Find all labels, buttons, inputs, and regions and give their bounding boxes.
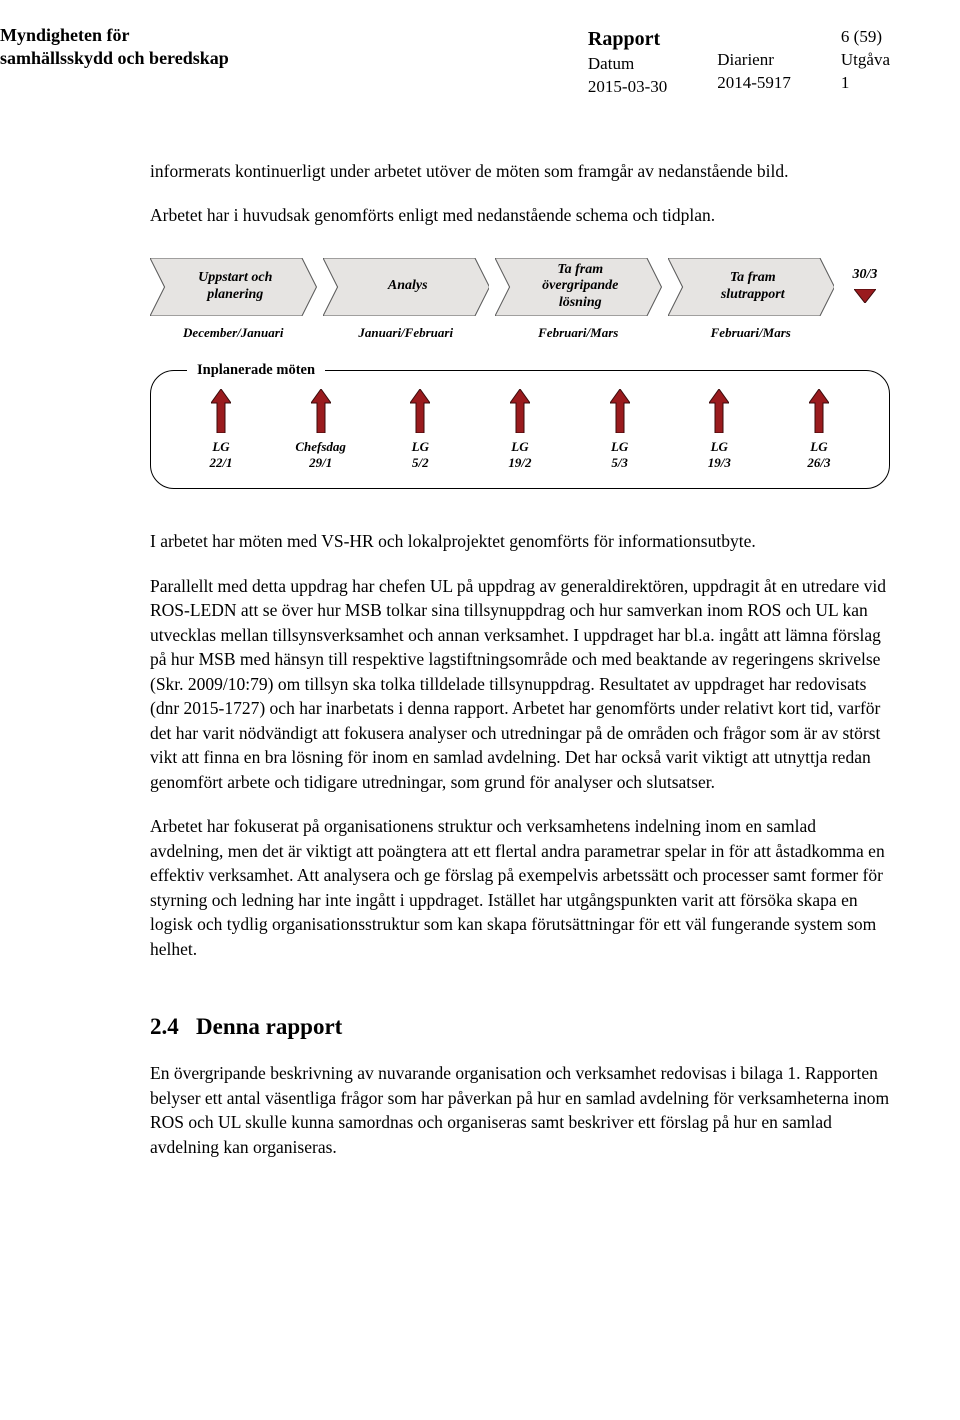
meetings-box: Inplanerade möten LG22/1 Chefsdag29/1 LG… <box>150 370 890 489</box>
phase-label: Ta framövergripandelösning <box>532 262 624 312</box>
date-value: 2015-03-30 <box>588 76 667 99</box>
org-name: Myndigheten för samhällsskydd och bereds… <box>0 24 229 69</box>
org-line1: Myndigheten för <box>0 24 229 47</box>
meeting-label: Chefsdag29/1 <box>295 439 346 470</box>
meeting-5: LG19/3 <box>689 389 749 470</box>
page-header: Myndigheten för samhällsskydd och bereds… <box>0 24 890 99</box>
meeting-6: LG26/3 <box>789 389 849 470</box>
schedule-diagram: Uppstart ochplanering Analys Ta framöver… <box>150 258 890 489</box>
phase-2: Ta framövergripandelösning <box>495 258 662 316</box>
phase-label: Ta framslutrapport <box>711 270 791 304</box>
diarienr-value: 2014-5917 <box>717 72 791 95</box>
paragraph-5: Arbetet har fokuserat på organisationens… <box>150 814 890 961</box>
meeting-label: LG19/3 <box>708 439 731 470</box>
section-heading: 2.4 Denna rapport <box>150 1011 890 1043</box>
meeting-2: LG5/2 <box>390 389 450 470</box>
doc-type: Rapport <box>588 26 667 53</box>
paragraph-3: I arbetet har möten med VS-HR och lokalp… <box>150 529 890 554</box>
phase-time-1: Januari/Februari <box>323 324 490 342</box>
edition-value: 1 <box>841 72 890 95</box>
paragraph-2: Arbetet har i huvudsak genomförts enligt… <box>150 203 890 228</box>
section-title: Denna rapport <box>196 1014 342 1039</box>
phase-time-0: December/Januari <box>150 324 317 342</box>
end-date-marker: 30/3 <box>840 265 890 309</box>
meeting-label: LG26/3 <box>807 439 830 470</box>
section-number: 2.4 <box>150 1014 179 1039</box>
meeting-3: LG19/2 <box>490 389 550 470</box>
meeting-label: LG5/3 <box>611 439 628 470</box>
phase-3: Ta framslutrapport <box>668 258 835 316</box>
page-number: 6 (59) <box>841 26 890 49</box>
paragraph-4: Parallellt med detta uppdrag har chefen … <box>150 574 890 795</box>
meeting-0: LG22/1 <box>191 389 251 470</box>
meeting-label: LG5/2 <box>412 439 429 470</box>
meetings-label: Inplanerade möten <box>187 360 325 380</box>
phase-1: Analys <box>323 258 490 316</box>
org-line2: samhällsskydd och beredskap <box>0 47 229 70</box>
meeting-4: LG5/3 <box>590 389 650 470</box>
phase-0: Uppstart ochplanering <box>150 258 317 316</box>
meeting-label: LG22/1 <box>209 439 232 470</box>
phase-time-3: Februari/Mars <box>668 324 835 342</box>
phase-time-2: Februari/Mars <box>495 324 662 342</box>
edition-label: Utgåva <box>841 49 890 72</box>
phase-label: Uppstart ochplanering <box>188 270 278 304</box>
date-label: Datum <box>588 53 667 76</box>
meeting-label: LG19/2 <box>508 439 531 470</box>
phase-label: Analys <box>378 278 434 295</box>
paragraph-6: En övergripande beskrivning av nuvarande… <box>150 1061 890 1159</box>
meeting-1: Chefsdag29/1 <box>291 389 351 470</box>
paragraph-1: informerats kontinuerligt under arbetet … <box>150 159 890 184</box>
header-meta: Rapport Datum 2015-03-30 Diarienr 2014-5… <box>588 24 890 99</box>
diarienr-label: Diarienr <box>717 49 791 72</box>
